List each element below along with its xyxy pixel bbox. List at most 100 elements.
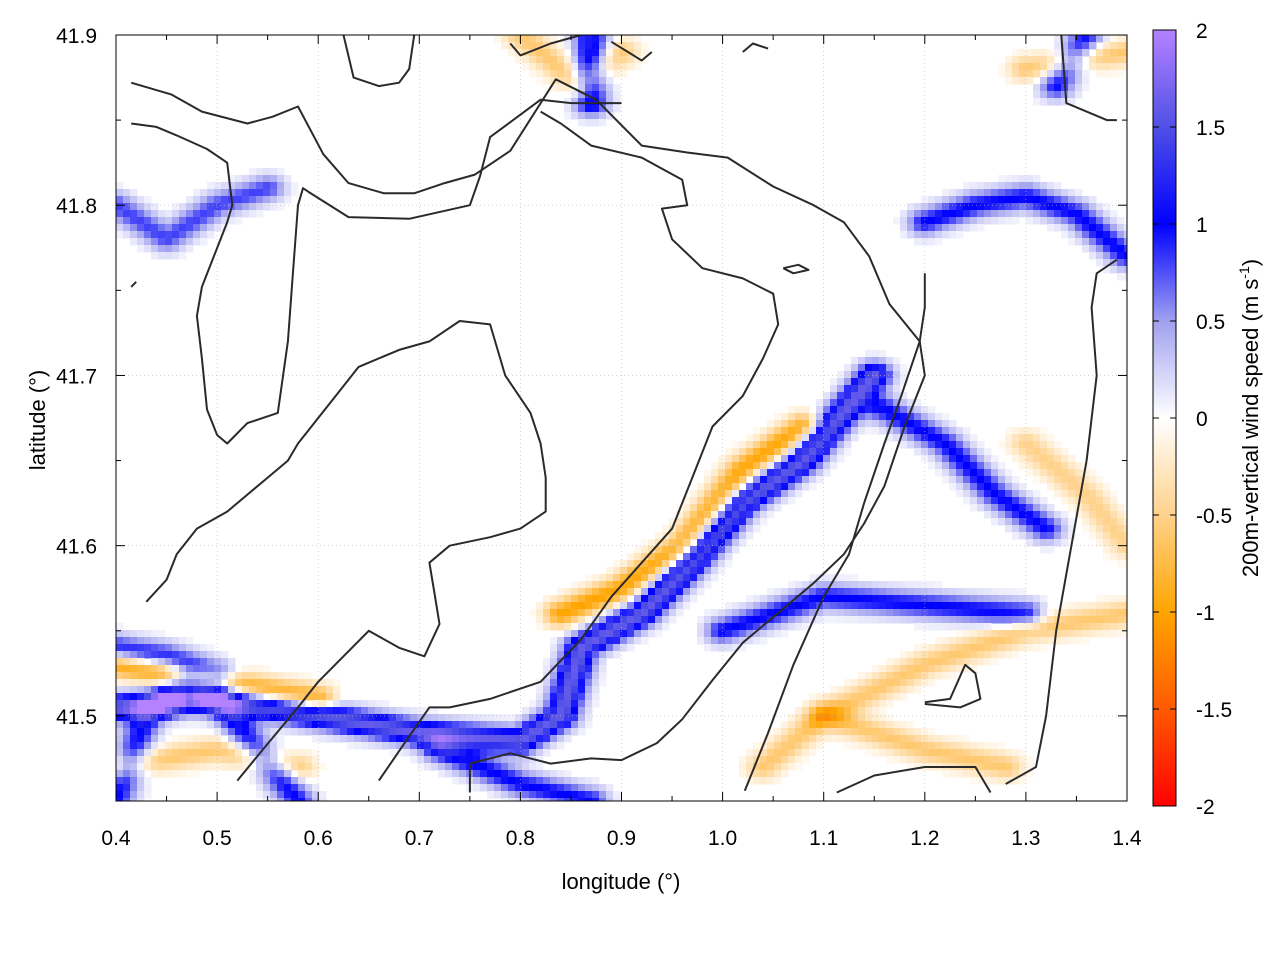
heatmap-cell bbox=[564, 791, 572, 799]
heatmap-cell bbox=[956, 735, 964, 743]
heatmap-cell bbox=[928, 595, 936, 603]
heatmap-cell bbox=[564, 784, 572, 792]
heatmap-cell bbox=[1040, 49, 1048, 57]
heatmap-cell bbox=[879, 616, 887, 624]
heatmap-cell bbox=[410, 749, 418, 757]
heatmap-cell bbox=[186, 196, 194, 204]
heatmap-cell bbox=[732, 539, 740, 547]
heatmap-cell bbox=[270, 749, 278, 757]
heatmap-cell bbox=[1026, 203, 1034, 211]
heatmap-cell bbox=[1075, 70, 1083, 78]
heatmap-cell bbox=[1075, 77, 1083, 85]
heatmap-cell bbox=[550, 791, 558, 799]
heatmap-cell bbox=[767, 770, 775, 778]
heatmap-cell bbox=[914, 665, 922, 673]
heatmap-cell bbox=[228, 749, 236, 757]
heatmap-cell bbox=[844, 707, 852, 715]
heatmap-cell bbox=[984, 588, 992, 596]
heatmap-cell bbox=[711, 623, 719, 631]
heatmap-cell bbox=[746, 532, 754, 540]
heatmap-cell bbox=[599, 84, 607, 92]
heatmap-cell bbox=[1110, 35, 1118, 43]
heatmap-cell bbox=[284, 763, 292, 771]
heatmap-cell bbox=[144, 238, 152, 246]
heatmap-cell bbox=[1117, 602, 1125, 610]
heatmap-cell bbox=[669, 518, 677, 526]
heatmap-cell bbox=[284, 700, 292, 708]
heatmap-cell bbox=[235, 189, 243, 197]
heatmap-cell bbox=[907, 763, 915, 771]
heatmap-cell bbox=[851, 735, 859, 743]
heatmap-cell bbox=[830, 574, 838, 582]
heatmap-cell bbox=[753, 595, 761, 603]
heatmap-cell bbox=[1054, 63, 1062, 71]
heatmap-cell bbox=[746, 434, 754, 442]
heatmap-cell bbox=[452, 777, 460, 785]
heatmap-cell bbox=[599, 56, 607, 64]
heatmap-cell bbox=[802, 581, 810, 589]
heatmap-cell bbox=[760, 483, 768, 491]
heatmap-cell bbox=[312, 763, 320, 771]
heatmap-cell bbox=[977, 203, 985, 211]
heatmap-cell bbox=[144, 231, 152, 239]
heatmap-cell bbox=[1096, 238, 1104, 246]
heatmap-cell bbox=[270, 707, 278, 715]
heatmap-cell bbox=[116, 791, 124, 799]
heatmap-cell bbox=[179, 679, 187, 687]
heatmap-cell bbox=[984, 483, 992, 491]
heatmap-cell bbox=[802, 728, 810, 736]
heatmap-cell bbox=[613, 56, 621, 64]
heatmap-cell bbox=[956, 476, 964, 484]
heatmap-cell bbox=[872, 350, 880, 358]
heatmap-cell bbox=[704, 574, 712, 582]
heatmap-cell bbox=[193, 203, 201, 211]
heatmap-cell bbox=[900, 721, 908, 729]
heatmap-cell bbox=[718, 609, 726, 617]
heatmap-cell bbox=[928, 406, 936, 414]
heatmap-cell bbox=[270, 700, 278, 708]
heatmap-cell bbox=[998, 749, 1006, 757]
heatmap-cell bbox=[312, 784, 320, 792]
heatmap-cell bbox=[956, 749, 964, 757]
heatmap-cell bbox=[242, 175, 250, 183]
heatmap-cell bbox=[396, 707, 404, 715]
heatmap-cell bbox=[963, 217, 971, 225]
heatmap-cell bbox=[830, 448, 838, 456]
heatmap-cell bbox=[431, 728, 439, 736]
colorbar-tick-label: 0 bbox=[1196, 408, 1208, 431]
heatmap-cell bbox=[795, 735, 803, 743]
heatmap-cell bbox=[235, 721, 243, 729]
heatmap-cell bbox=[788, 721, 796, 729]
heatmap-cell bbox=[914, 399, 922, 407]
heatmap-cell bbox=[858, 602, 866, 610]
heatmap-cell bbox=[375, 728, 383, 736]
heatmap-cell bbox=[998, 63, 1006, 71]
heatmap-cell bbox=[998, 189, 1006, 197]
heatmap-cell bbox=[410, 735, 418, 743]
axis-ticks bbox=[115, 34, 1128, 802]
heatmap-cell bbox=[1005, 644, 1013, 652]
heatmap-cell bbox=[123, 700, 131, 708]
heatmap-cell bbox=[1124, 553, 1127, 561]
heatmap-cell bbox=[935, 637, 943, 645]
heatmap-cell bbox=[1096, 511, 1104, 519]
heatmap-cell bbox=[928, 441, 936, 449]
heatmap-cell bbox=[1089, 532, 1097, 540]
heatmap-cell bbox=[200, 651, 208, 659]
heatmap-cell bbox=[606, 49, 614, 57]
heatmap-cell bbox=[466, 735, 474, 743]
heatmap-cell bbox=[697, 504, 705, 512]
heatmap-cell bbox=[592, 119, 600, 127]
heatmap-cell bbox=[655, 623, 663, 631]
heatmap-cell bbox=[795, 581, 803, 589]
heatmap-cell bbox=[795, 707, 803, 715]
heatmap-cell bbox=[641, 42, 649, 50]
heatmap-cell bbox=[1068, 455, 1076, 463]
heatmap-cell bbox=[186, 658, 194, 666]
heatmap-cell bbox=[725, 644, 733, 652]
heatmap-cell bbox=[606, 42, 614, 50]
heatmap-cell bbox=[151, 217, 159, 225]
heatmap-cell bbox=[949, 672, 957, 680]
heatmap-cell bbox=[970, 616, 978, 624]
x-tick-label: 0.7 bbox=[405, 827, 434, 850]
